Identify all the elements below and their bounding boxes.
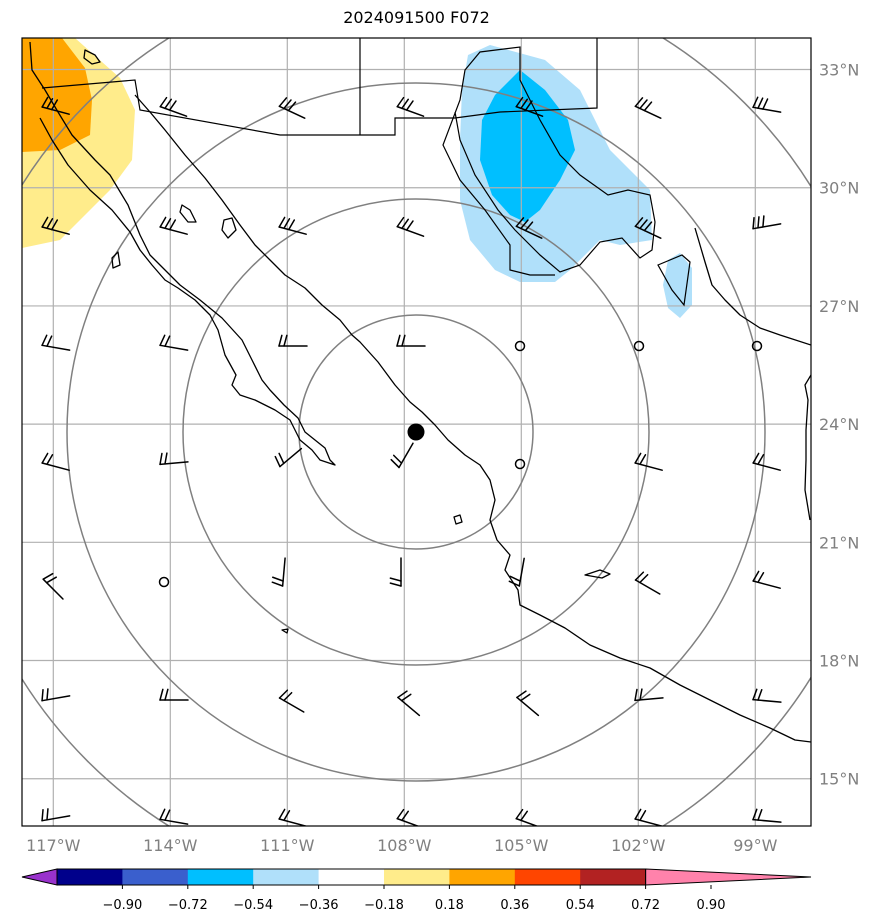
wind-barb <box>41 96 70 115</box>
wind-barbs <box>41 96 782 826</box>
wind-barb <box>515 217 543 239</box>
colorbar-segment <box>253 869 320 885</box>
latitude-labels: 33°N 30°N 27°N 24°N 21°N 18°N 15°N <box>819 61 859 789</box>
range-rings <box>22 38 811 826</box>
colorbar-segment <box>187 869 254 885</box>
wind-barb <box>752 215 782 230</box>
wind-barb <box>634 452 663 471</box>
wind-barb <box>278 334 308 347</box>
colorbar: −0.90 −0.72 −0.54 −0.36 −0.18 0.18 0.36 0.54 0.7… <box>21 868 812 913</box>
wind-barb <box>159 216 188 235</box>
colorbar-extend-max <box>645 868 812 886</box>
colorbar-segment <box>449 869 516 885</box>
map-title: 2024091500 F072 <box>343 8 490 27</box>
wind-barb <box>159 452 189 466</box>
wind-barb <box>752 688 782 703</box>
map-frame <box>21 37 812 827</box>
wind-barb <box>278 808 307 826</box>
wind-barb <box>515 808 539 826</box>
wind-barb <box>396 334 426 347</box>
colorbar-tick-label: −0.36 <box>299 898 339 913</box>
wind-barb <box>634 808 663 826</box>
wind-barb <box>389 557 402 587</box>
wind-barb <box>159 688 189 701</box>
wind-barb <box>397 690 421 717</box>
longitude-label: 114°W <box>143 836 198 855</box>
latitude-label: 21°N <box>819 533 859 552</box>
colorbar-segment <box>580 869 647 885</box>
wind-barb <box>41 808 71 822</box>
wind-barb <box>752 808 782 823</box>
wind-barb <box>159 334 189 351</box>
longitude-labels: 117°W 114°W 111°W 108°W 105°W 102°W 99°W <box>26 836 777 855</box>
colorbar-segment <box>57 869 123 885</box>
colorbar-tick-label: 0.72 <box>631 898 660 913</box>
wind-barb <box>516 690 540 717</box>
longitude-label: 108°W <box>377 836 432 855</box>
latitude-label: 18°N <box>819 652 859 671</box>
colorbar-segment <box>318 869 385 885</box>
coastlines <box>29 41 811 743</box>
longitude-label: 111°W <box>260 836 315 855</box>
wind-barb <box>396 808 420 826</box>
colorbar-tick-label: −0.90 <box>102 898 142 913</box>
colorbar-tick-label: 0.90 <box>697 898 726 913</box>
wind-barb <box>752 452 781 471</box>
longitude-label: 105°W <box>494 836 549 855</box>
wind-barb <box>396 96 425 117</box>
colorbar-tick-label: 0.36 <box>500 898 529 913</box>
longitude-label: 99°W <box>733 836 777 855</box>
wind-barb <box>42 572 64 600</box>
wind-barb <box>158 576 170 588</box>
wind-barb <box>634 688 664 702</box>
colorbar-segment <box>122 869 189 885</box>
wind-barb <box>752 96 782 113</box>
shaded-field-cool <box>460 45 692 318</box>
wind-barb <box>514 458 526 470</box>
colorbar-segment <box>384 869 450 885</box>
colorbar-tick-label: 0.18 <box>435 898 464 913</box>
wind-barb <box>634 217 662 239</box>
wind-barb <box>159 808 189 825</box>
wind-barb <box>633 340 645 352</box>
wind-barb <box>41 216 70 235</box>
colorbar-extend-min <box>21 868 58 886</box>
latitude-label: 27°N <box>819 297 859 316</box>
colorbar-tick-label: −0.54 <box>233 898 273 913</box>
colorbar-segment <box>514 869 581 885</box>
wind-barb <box>41 452 70 471</box>
colorbar-tick-label: 0.54 <box>566 898 595 913</box>
map-plot-area <box>22 38 811 826</box>
wind-barb <box>278 216 307 235</box>
storm-center-marker <box>407 423 425 441</box>
wind-barb <box>271 557 286 587</box>
colorbar-tick-label: −0.72 <box>168 898 208 913</box>
wind-barb <box>390 442 414 469</box>
wind-barb <box>508 557 525 587</box>
wind-barb <box>278 97 306 119</box>
latitude-label: 30°N <box>819 179 859 198</box>
longitude-label: 117°W <box>26 836 81 855</box>
latitude-label: 15°N <box>819 770 859 789</box>
wind-barb <box>41 334 71 351</box>
colorbar-outline <box>56 868 647 886</box>
latitude-label: 33°N <box>819 61 859 80</box>
wind-barb <box>274 447 303 468</box>
longitude-label: 102°W <box>611 836 666 855</box>
wind-barb <box>515 96 544 117</box>
wind-barb <box>159 96 188 117</box>
wind-barb <box>634 571 661 595</box>
wind-barb <box>752 570 781 589</box>
wind-barb <box>396 216 425 237</box>
wind-barb <box>634 97 662 119</box>
political-borders <box>41 38 691 307</box>
wind-barb <box>751 340 763 352</box>
wind-barb <box>514 340 526 352</box>
wind-barb <box>41 688 71 702</box>
latitude-label: 24°N <box>819 415 859 434</box>
wind-barb <box>278 689 305 713</box>
colorbar-tick-label: −0.18 <box>364 898 404 913</box>
